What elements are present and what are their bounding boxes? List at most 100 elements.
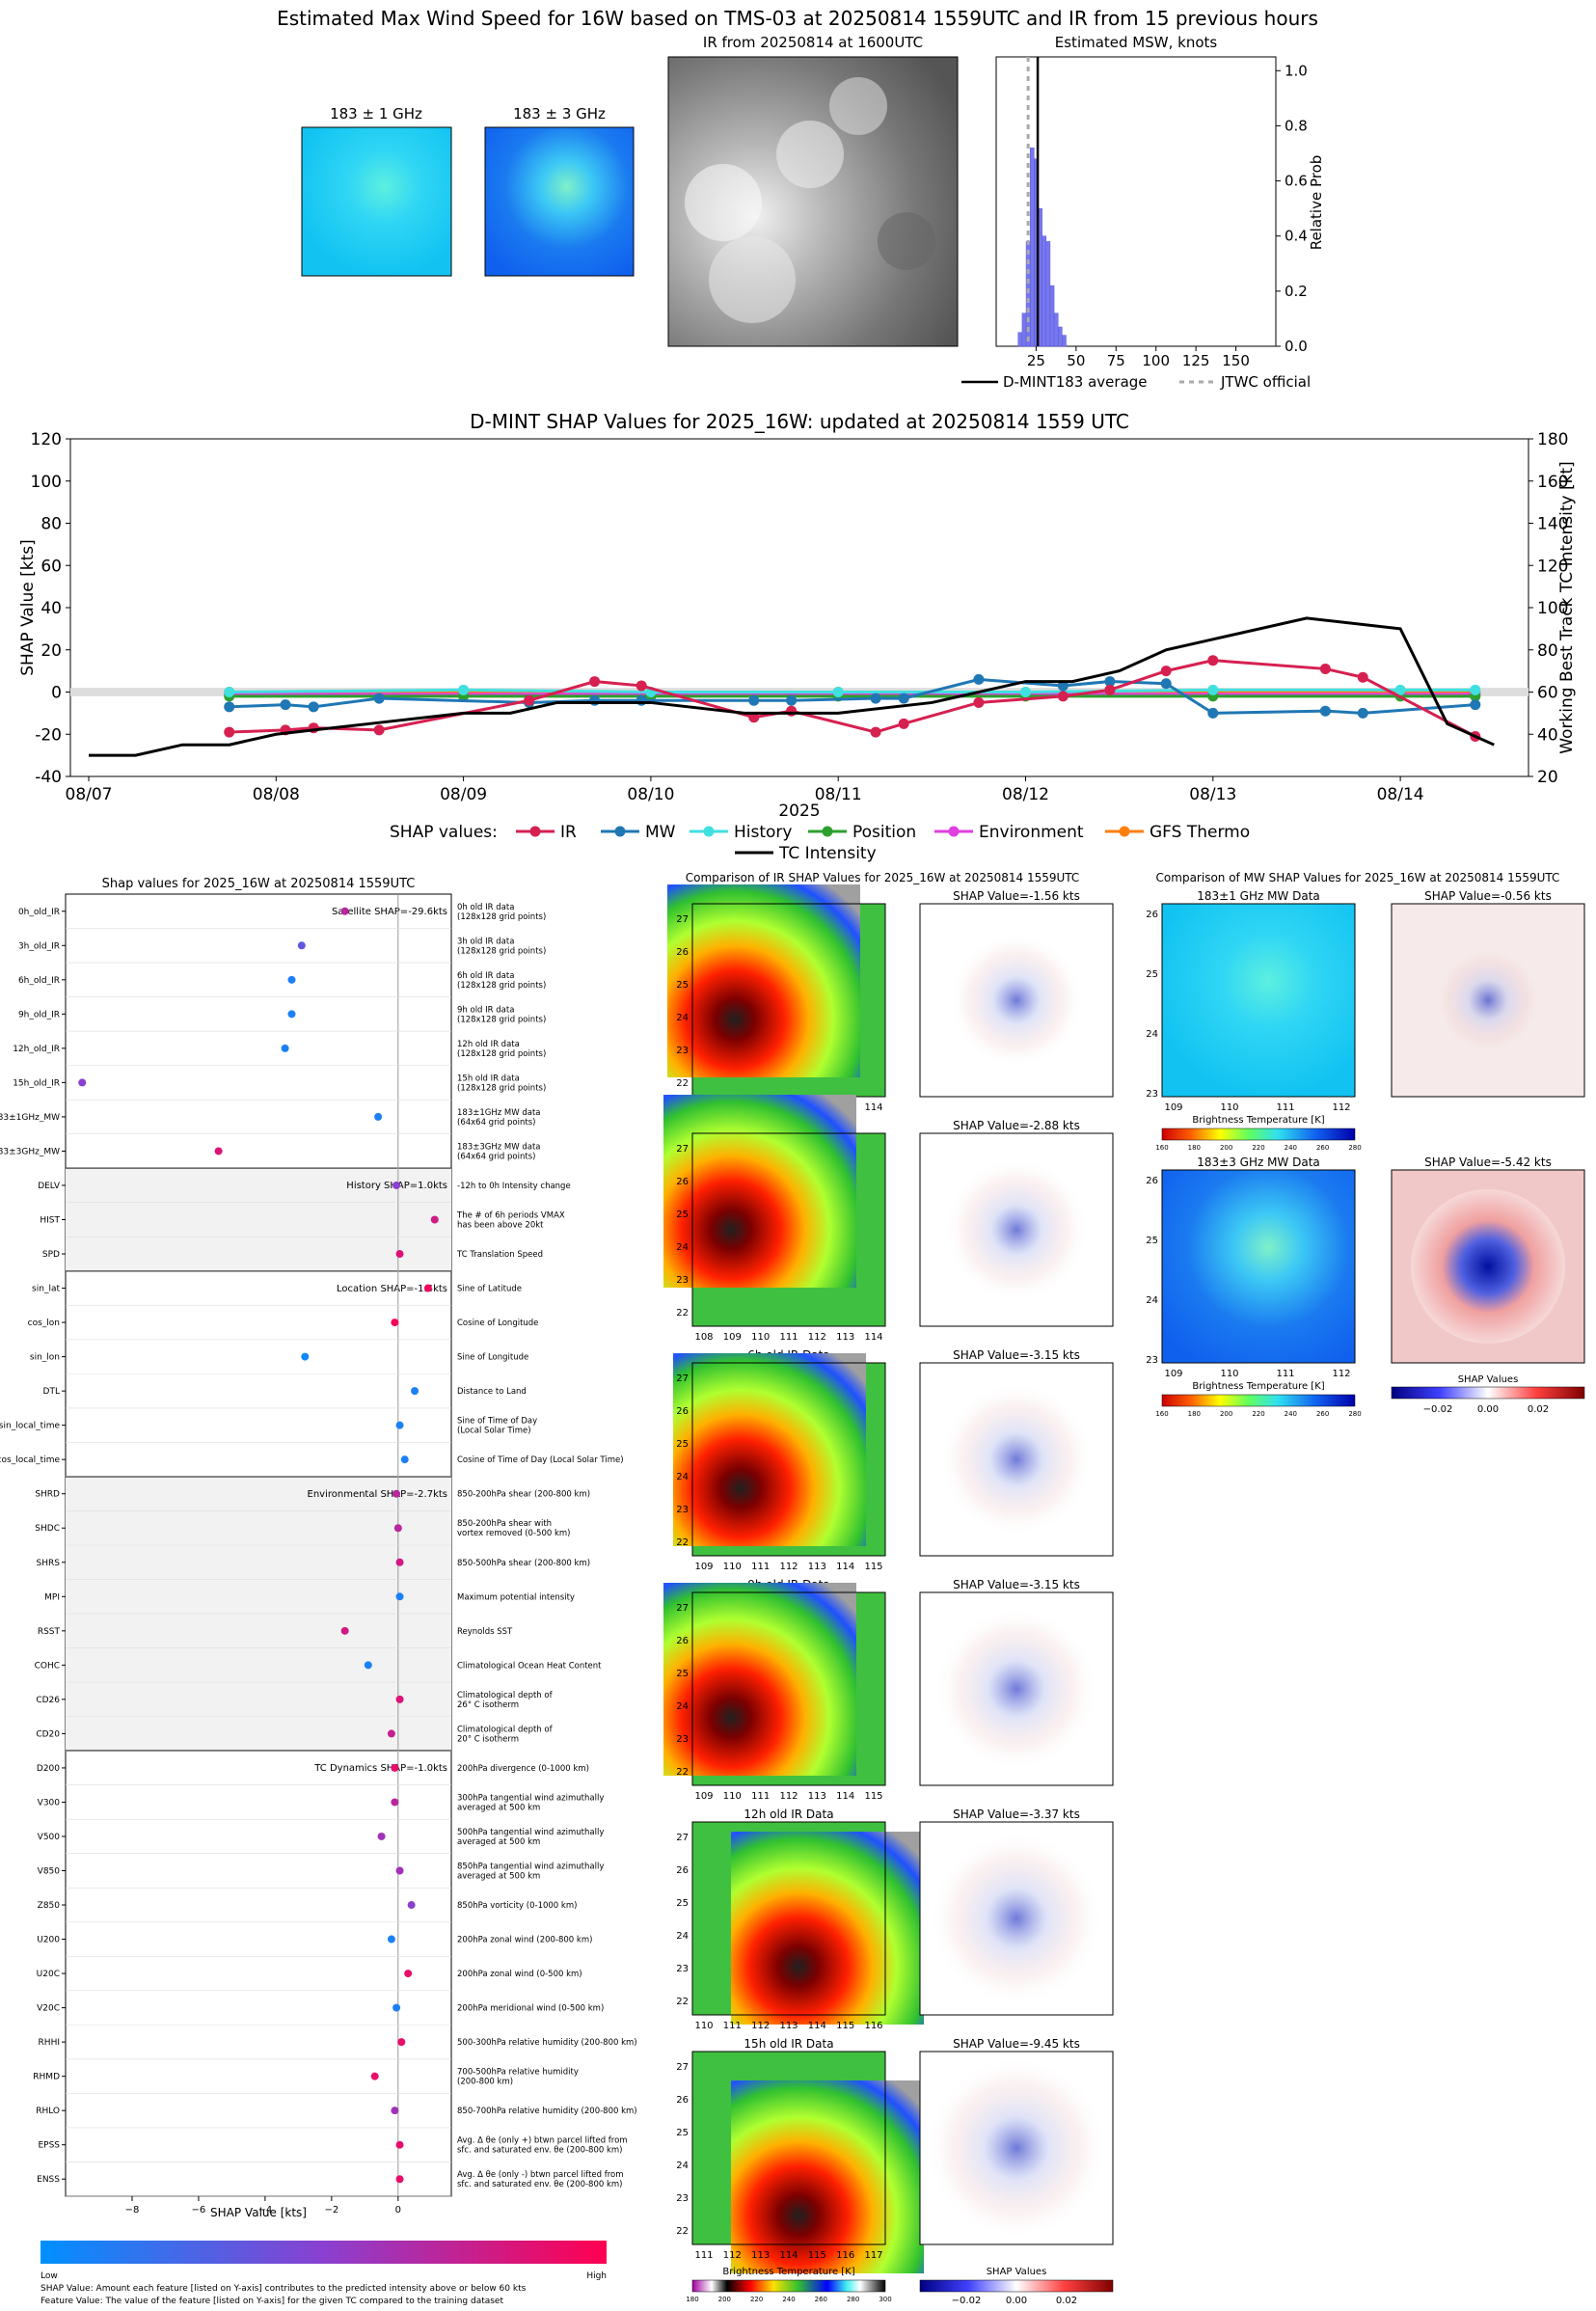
mw-ytick-label: 24: [1146, 1295, 1158, 1306]
feature-point: [387, 1729, 395, 1738]
mw-shap-border: [1391, 903, 1585, 1098]
ir-xtick-label: 112: [779, 1791, 798, 1802]
feature-desc: Avg. Δ θe (only -) btwn parcel lifted fr…: [457, 2170, 624, 2189]
ts-ytick-right-label: 160: [1537, 473, 1568, 492]
ts-ytick-label: -20: [35, 725, 62, 745]
ts-ytick-right-label: 60: [1537, 684, 1558, 703]
mw-ytick-label: 24: [1146, 1029, 1158, 1040]
feature-desc: 300hPa tangential wind azimuthally averag…: [457, 1793, 604, 1812]
feature-point: [397, 2038, 406, 2047]
mw-cb-tick: 220: [1252, 1410, 1264, 1418]
feature-desc: Maximum potential intensity: [457, 1592, 575, 1602]
ir-shap-title: SHAP Value=-3.15 kts: [953, 1578, 1080, 1591]
ir-xtick-label: 116: [864, 2021, 882, 2031]
mw-ytick-label: 26: [1146, 1176, 1158, 1186]
ir-xtick-label: 112: [751, 2021, 770, 2031]
ir-shap-border: [919, 1821, 1114, 2016]
feature-name: SHRS: [37, 1559, 61, 1568]
feature-point: [297, 941, 306, 950]
ir-map-overlay: [731, 1832, 924, 2025]
feature-point: [395, 1695, 404, 1703]
ir-ytick-label: 23: [676, 1505, 689, 1515]
legend-marker: [703, 826, 715, 837]
feature-name: V20C: [37, 2004, 60, 2014]
feature-name: V300: [38, 1798, 61, 1808]
feature-name: sin_lat: [32, 1285, 60, 1294]
ts-ytick-right-label: 40: [1537, 725, 1558, 745]
ts-title: D-MINT SHAP Values for 2025_16W: updated…: [470, 410, 1129, 433]
feature-name: COHC: [35, 1661, 60, 1671]
feature-point: [395, 1866, 404, 1875]
mw-xtick-label: 110: [1220, 1102, 1238, 1113]
feature-desc: 6h old IR data (128x128 grid points): [457, 971, 546, 991]
series-point-mw: [1207, 707, 1219, 719]
fs-title: Shap values for 2025_16W at 20250814 155…: [102, 877, 416, 891]
mw-shap-border: [1391, 1169, 1585, 1364]
hist-legend: D-MINT183 average JTWC official: [961, 373, 1311, 391]
feature-point: [78, 1078, 87, 1087]
feature-desc: Sine of Latitude: [457, 1285, 522, 1294]
ts-ytick-right-label: 180: [1537, 430, 1568, 449]
feature-name: CD20: [36, 1729, 60, 1739]
ir-xtick-label: 112: [808, 1332, 826, 1343]
ir-ytick-label: 27: [676, 914, 689, 925]
fs-xtick-label: −4: [258, 2205, 273, 2216]
ts-frame: [69, 438, 1529, 777]
ir-shap-cb-tick: 0.02: [1056, 2296, 1077, 2306]
hist-bar: [1053, 313, 1059, 347]
series-point-ir: [1160, 666, 1172, 677]
ir-shap-title: SHAP Value=-1.56 kts: [953, 889, 1080, 903]
feature-point: [370, 2072, 379, 2080]
ts-xtick-label: 08/10: [627, 785, 674, 804]
hist-xtick-label: 125: [1182, 352, 1210, 369]
mw-shap-cb-tick: −0.02: [1423, 1404, 1453, 1415]
legend-text: TC Intensity: [778, 844, 877, 863]
ts-xtick-label: 08/08: [253, 785, 300, 804]
mw-ytick-label: 26: [1146, 910, 1158, 920]
ts-ytick-label: 40: [41, 599, 62, 618]
ir-shap-title: SHAP Value=-2.88 kts: [953, 1119, 1080, 1132]
mw-cb-tick: 280: [1348, 1144, 1361, 1152]
feature-name: 15h_old_IR: [13, 1078, 60, 1088]
feature-desc: Climatological depth of 26° C isotherm: [457, 1691, 554, 1710]
mw-map: [1161, 1169, 1356, 1364]
ir-xtick-label: 111: [751, 1562, 770, 1572]
feature-name: RHHI: [39, 2038, 60, 2048]
ir-xtick-label: 113: [751, 2250, 770, 2261]
ir-ytick-label: 22: [676, 1537, 689, 1548]
feature-point: [364, 1661, 372, 1670]
ir-ytick-label: 22: [676, 1078, 689, 1089]
ir-ytick-label: 24: [676, 1013, 689, 1023]
ir-map-overlay: [663, 1095, 856, 1288]
series-point-ir: [589, 676, 601, 688]
series-point-mw: [1319, 705, 1331, 717]
legend-text: GFS Thermo: [1150, 823, 1250, 842]
mw-xtick-label: 109: [1164, 1369, 1182, 1379]
ir-ytick-label: 26: [676, 1406, 689, 1417]
mw-xtick-label: 109: [1164, 1102, 1182, 1113]
ir-map-border: [691, 1591, 886, 1786]
group-label: Environmental SHAP=-2.7kts: [308, 1489, 448, 1500]
series-point-history: [1020, 687, 1031, 697]
series-point-mw: [589, 694, 601, 706]
hist-xtick-label: 100: [1142, 352, 1170, 369]
feature-name: ENSS: [37, 2175, 60, 2185]
mw-row-title: 183±1 GHz MW Data: [1197, 889, 1320, 903]
ts-ytick-right-label: 140: [1537, 515, 1568, 534]
feature-colorbar: [41, 2241, 607, 2264]
feature-desc: 200hPa meridional wind (0-500 km): [457, 2004, 604, 2014]
ir-shap-pattern: [949, 933, 1084, 1068]
feature-desc: Reynolds SST: [457, 1627, 513, 1637]
series-point-mw: [1160, 678, 1172, 690]
feature-name: EPSS: [38, 2141, 60, 2151]
mw-cb-label: Brightness Temperature [K]: [1192, 1381, 1324, 1392]
series-point-ir: [786, 705, 798, 717]
series-point-mw: [280, 699, 291, 711]
mw-cb-tick: 180: [1188, 1410, 1201, 1418]
ir-ytick-label: 27: [676, 1603, 689, 1614]
ir-xtick-label: 113: [779, 2021, 798, 2031]
mw-comparison-panel: Comparison of MW SHAP Values for 2025_16…: [1146, 871, 1585, 1418]
feature-name: SHDC: [35, 1524, 60, 1534]
hist-xtick-label: 25: [1027, 352, 1045, 369]
